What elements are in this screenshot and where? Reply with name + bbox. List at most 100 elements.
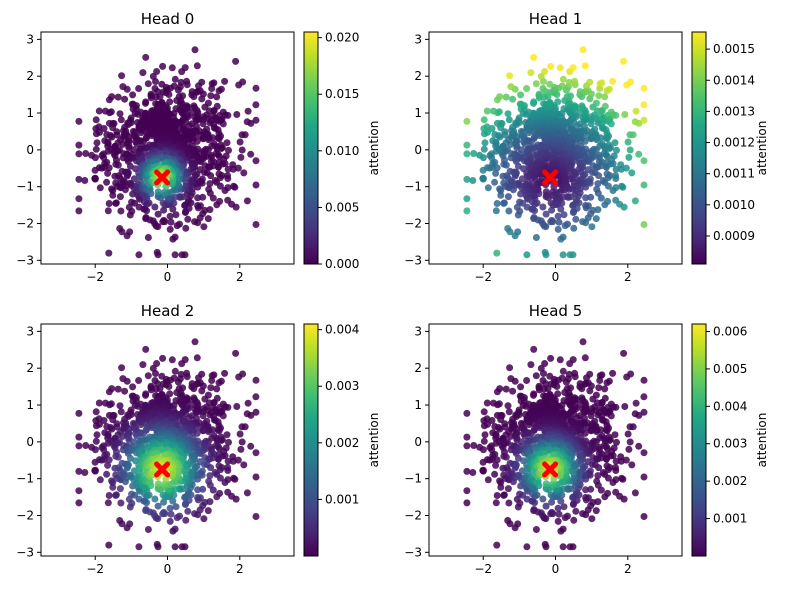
y-tick-label: 0	[414, 143, 422, 157]
scatter-point	[129, 383, 137, 391]
scatter-point	[252, 157, 260, 165]
scatter-point	[116, 193, 124, 201]
scatter-point	[109, 479, 117, 487]
scatter-point	[112, 491, 120, 499]
scatter-point	[611, 139, 619, 147]
scatter-point	[100, 417, 108, 424]
scatter-point	[121, 95, 129, 103]
scatter-point	[539, 495, 547, 503]
scatter-point	[531, 207, 539, 215]
scatter-point	[632, 399, 640, 407]
scatter-point	[116, 110, 124, 118]
scatter-point	[527, 361, 535, 369]
scatter-point	[584, 202, 592, 210]
y-tick-label: −2	[16, 508, 34, 522]
x-tick-label: −2	[474, 270, 492, 284]
scatter-point	[105, 164, 113, 172]
scatter-point	[153, 360, 161, 367]
scatter-point	[224, 457, 232, 465]
scatter-point	[640, 393, 648, 401]
scatter-point	[621, 111, 629, 118]
scatter-point	[609, 479, 617, 486]
scatter-point	[95, 107, 103, 115]
scatter-point	[597, 112, 605, 120]
scatter-point	[598, 79, 606, 87]
scatter-point	[224, 196, 232, 204]
scatter-point	[559, 367, 567, 375]
scatter-point	[244, 107, 252, 115]
y-tick-label: 0	[26, 143, 34, 157]
scatter-point	[594, 206, 602, 214]
scatter-point	[557, 205, 565, 213]
scatter-point	[174, 378, 182, 386]
scatter-point	[523, 377, 531, 384]
scatter-point	[635, 119, 643, 127]
scatter-point	[597, 134, 605, 142]
scatter-point	[153, 68, 161, 75]
scatter-point	[504, 193, 512, 201]
scatter-point	[167, 510, 175, 518]
scatter-point	[535, 386, 543, 394]
scatter-point	[603, 462, 611, 470]
scatter-point	[116, 517, 124, 524]
scatter-point	[557, 235, 565, 243]
scatter-point	[171, 251, 179, 259]
scatter-point	[492, 499, 500, 507]
scatter-point	[640, 449, 648, 457]
scatter-point	[238, 438, 246, 446]
scatter-point	[114, 93, 122, 101]
colorbar-tick-label: 0.001	[713, 512, 747, 526]
scatter-point	[75, 141, 83, 149]
scatter-point	[240, 461, 248, 469]
scatter-point	[528, 429, 535, 437]
scatter-points	[75, 46, 260, 259]
scatter-point	[522, 402, 530, 410]
scatter-point	[208, 377, 216, 384]
scatter-point	[619, 183, 627, 191]
scatter-point	[75, 150, 83, 158]
scatter-point	[480, 130, 488, 138]
scatter-point	[252, 393, 260, 401]
scatter-point	[544, 194, 552, 202]
scatter-point	[191, 338, 199, 346]
y-tick-label: 3	[26, 324, 34, 338]
scatter-point	[103, 178, 111, 186]
scatter-point	[105, 249, 113, 257]
scatter-point	[207, 92, 215, 100]
scatter-point	[612, 464, 619, 471]
scatter-point	[103, 158, 111, 166]
scatter-point	[159, 354, 167, 362]
scatter-point	[595, 172, 603, 180]
colorbar-label: attention	[367, 121, 381, 176]
scatter-point	[81, 177, 89, 184]
scatter-point	[75, 487, 83, 495]
scatter-point	[627, 78, 635, 86]
scatter-point	[570, 224, 578, 232]
scatter-point	[243, 197, 251, 205]
colorbar-tick-label: 0.015	[325, 87, 359, 101]
y-tick-label: −3	[404, 545, 422, 559]
scatter-point	[556, 356, 564, 364]
y-tick-label: 3	[414, 32, 422, 46]
scatter-point	[105, 200, 113, 207]
scatter-point	[492, 207, 500, 215]
y-tick-label: 2	[414, 69, 422, 83]
scatter-point	[168, 64, 176, 72]
scatter-point	[201, 206, 209, 214]
scatter-point	[152, 370, 159, 377]
scatter-point	[560, 211, 568, 219]
scatter-point	[463, 117, 471, 125]
scatter-point	[501, 423, 509, 431]
scatter-point	[463, 207, 471, 215]
scatter-point	[213, 385, 221, 393]
scatter-point	[476, 151, 484, 159]
scatter-point	[525, 421, 533, 429]
scatter-point	[523, 543, 531, 551]
y-tick-label: 0	[26, 435, 34, 449]
scatter-point	[541, 68, 549, 75]
scatter-point	[463, 442, 471, 450]
scatter-point	[511, 377, 519, 385]
scatter-point	[93, 431, 101, 439]
panel-title: Head 0	[141, 10, 195, 28]
scatter-point	[542, 210, 550, 218]
